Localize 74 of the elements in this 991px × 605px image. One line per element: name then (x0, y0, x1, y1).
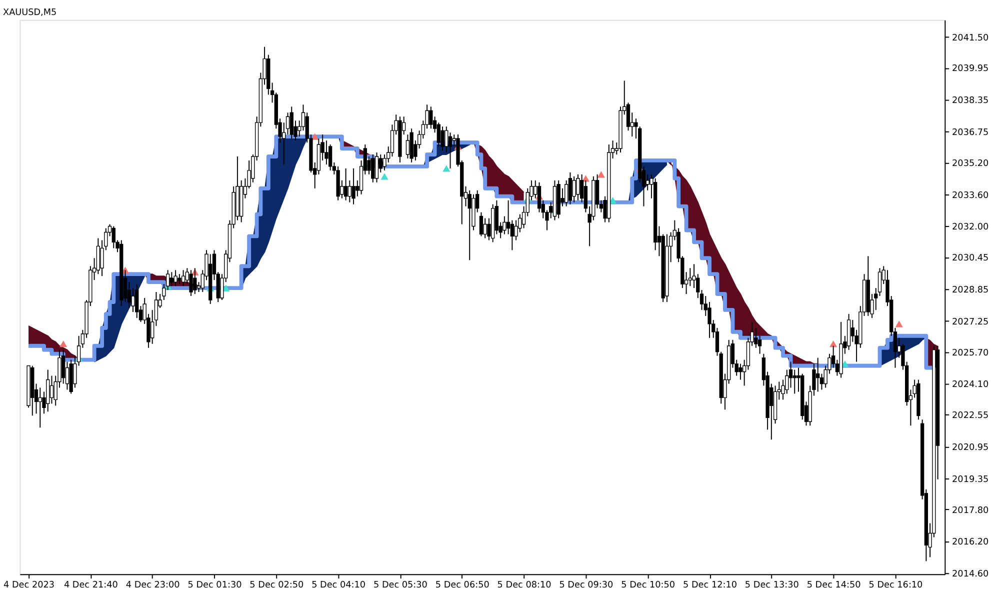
y-tick-label: 2032.00 (952, 222, 990, 233)
candlestick (348, 180, 352, 203)
chart-title: XAUUSD,M5 (3, 8, 57, 18)
y-tick-label: 2036.75 (952, 128, 989, 138)
candlestick (112, 226, 116, 249)
candlestick (816, 357, 820, 392)
candlestick (371, 154, 375, 183)
x-tick-label: 5 Dec 02:50 (250, 580, 304, 590)
y-tick-label: 2016.20 (952, 538, 990, 548)
x-tick-label: 5 Dec 05:30 (373, 580, 428, 590)
x-tick-label: 5 Dec 12:10 (683, 580, 738, 590)
x-tick-label: 5 Dec 06:50 (435, 580, 490, 590)
candlestick (406, 134, 410, 159)
x-tick-label: 5 Dec 01:30 (188, 580, 242, 590)
candlestick (479, 212, 484, 237)
y-tick-label: 2022.55 (952, 411, 989, 422)
x-tick-label: 5 Dec 14:50 (806, 580, 862, 590)
y-tick-label: 2024.10 (952, 380, 990, 390)
candlestick (38, 387, 42, 428)
point (895, 320, 903, 328)
x-tick-label: 5 Dec 13:30 (744, 580, 800, 590)
candlestick (792, 369, 796, 394)
x-tick-label: 4 Dec 21:40 (64, 580, 118, 590)
y-tick-label: 2030.45 (952, 254, 989, 264)
point (380, 173, 388, 180)
x-tick-label: 4 Dec 2023 (4, 580, 54, 590)
x-tick-label: 5 Dec 16:10 (868, 580, 924, 590)
candlestick (448, 132, 452, 169)
candlestick (572, 176, 576, 203)
x-tick-label: 5 Dec 08:10 (497, 580, 552, 590)
candlestick (328, 144, 332, 171)
candlestick (440, 126, 444, 151)
y-tick-label: 2020.95 (952, 442, 989, 453)
candlestick (290, 106, 294, 140)
candlestick (50, 375, 54, 404)
candlestick (135, 284, 139, 318)
candlestick (181, 270, 186, 287)
candlestick (646, 174, 650, 191)
candlestick (127, 282, 131, 308)
point (830, 340, 838, 348)
candlestick (46, 369, 50, 412)
x-tick-label: 5 Dec 09:30 (559, 580, 614, 590)
y-tick-label: 2019.35 (952, 474, 989, 485)
candlestick (170, 272, 174, 287)
candlestick (568, 172, 572, 205)
point (442, 165, 450, 172)
y-tick-label: 2041.50 (952, 33, 990, 44)
x-tick-label: 5 Dec 10:50 (621, 580, 676, 590)
candlestick (374, 152, 379, 183)
y-tick-label: 2035.20 (952, 158, 990, 169)
y-tick-label: 2038.35 (952, 96, 989, 106)
candlestick (444, 126, 448, 153)
candlestick (352, 168, 356, 205)
x-tick-label: 4 Dec 23:00 (126, 580, 180, 590)
candlestick (189, 270, 193, 297)
y-tick-label: 2014.60 (952, 570, 990, 580)
candlestick (576, 174, 580, 201)
candlestick (178, 274, 182, 285)
y-tick-label: 2039.95 (952, 64, 989, 74)
candlestick (429, 106, 433, 130)
point (597, 171, 605, 178)
candlestick (344, 168, 348, 201)
y-tick-label: 2025.70 (952, 348, 990, 358)
y-tick-label: 2033.60 (952, 190, 990, 201)
y-tick-label: 2017.80 (952, 506, 990, 516)
candlestick (738, 363, 742, 380)
x-tick-label: 5 Dec 04:10 (312, 580, 366, 590)
candlestick (483, 218, 487, 239)
y-tick-label: 2028.85 (952, 285, 989, 296)
candlestick (193, 268, 197, 295)
y-tick-label: 2027.25 (952, 317, 989, 328)
candlestick (174, 270, 178, 287)
point (60, 340, 68, 348)
candlestick (468, 190, 472, 261)
